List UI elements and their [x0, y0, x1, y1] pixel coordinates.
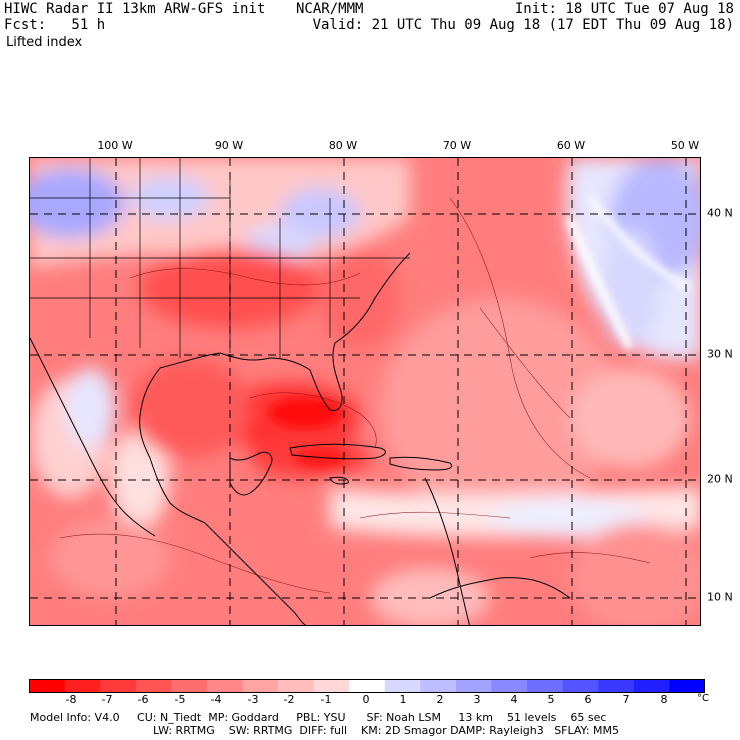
map-title: HIWC Radar II 13km ARW-GFS init: [4, 1, 266, 17]
colorbar-swatch: [64, 679, 101, 693]
lon-label-80w: 80 W: [328, 139, 358, 152]
colorbar-swatch: [633, 679, 670, 693]
field-shading: [30, 158, 700, 625]
colorbar-swatch: [562, 679, 599, 693]
colorbar-label: -3: [247, 693, 259, 706]
colorbar-swatch: [527, 679, 564, 693]
colorbar-label: -7: [101, 693, 113, 706]
forecast-hour: Fcst: 51 h: [4, 17, 106, 33]
colorbar-swatch: [420, 679, 457, 693]
colorbar-label: 7: [622, 693, 630, 706]
valid-time: Valid: 21 UTC Thu 09 Aug 18 (17 EDT Thu …: [312, 17, 734, 33]
lat-label-20n: 20 N: [707, 472, 733, 486]
colorbar-label: 2: [436, 693, 444, 706]
colorbar-label: -5: [174, 693, 186, 706]
lon-label-70w: 70 W: [442, 139, 472, 152]
colorbar-label: 3: [473, 693, 481, 706]
colorbar-swatch: [598, 679, 635, 693]
colorbar-label: 1: [399, 693, 407, 706]
colorbar-label: -8: [65, 693, 77, 706]
field-core: [270, 196, 692, 468]
colorbar-swatch: [384, 679, 421, 693]
colorbar-swatch: [349, 679, 386, 693]
colorbar-swatch: [242, 679, 279, 693]
colorbar-swatch: [100, 679, 137, 693]
colorbar-label: -6: [137, 693, 149, 706]
colorbar-label: -2: [283, 693, 295, 706]
colorbar-swatch: [278, 679, 315, 693]
colorbar-swatch: [313, 679, 350, 693]
init-time: Init: 18 UTC Tue 07 Aug 18: [514, 1, 734, 17]
lat-label-30n: 30 N: [707, 347, 733, 361]
colorbar-border: [29, 679, 705, 693]
lon-label-90w: 90 W: [214, 139, 244, 152]
colorbar-swatch: [206, 679, 243, 693]
lon-label-50w: 50 W: [670, 139, 700, 152]
colorbar-swatch: [171, 679, 208, 693]
variable-name: Lifted index: [6, 35, 83, 50]
model-info-line1: Model Info: V4.0 CU: N_Tiedt MP: Goddard…: [30, 711, 607, 724]
colorbar-swatch: [135, 679, 172, 693]
colorbar-swatch: [455, 679, 493, 693]
lon-label-100w: 100 W: [97, 139, 133, 152]
colorbar-swatch: [29, 679, 66, 693]
colorbar-label: 4: [510, 693, 518, 706]
model-info-line2: LW: RRTMG SW: RRTMG DIFF: full KM: 2D Sm…: [153, 724, 619, 737]
colorbar-label: 0: [362, 693, 370, 706]
colorbar-swatch: [669, 679, 705, 693]
colorbar-unit: °C: [697, 693, 709, 704]
colorbar: [29, 679, 705, 693]
lifted-index-map: [29, 157, 701, 626]
colorbar-label: 8: [660, 693, 668, 706]
colorbar-label: 5: [547, 693, 555, 706]
contours: [59, 197, 651, 594]
coastlines: [30, 252, 571, 625]
colorbar-label: -1: [320, 693, 332, 706]
lat-label-10n: 10 N: [707, 590, 733, 604]
graticule: [30, 158, 700, 625]
lon-label-60w: 60 W: [556, 139, 586, 152]
colorbar-label: -4: [210, 693, 222, 706]
lat-label-40n: 40 N: [707, 206, 733, 220]
colorbar-swatch: [491, 679, 528, 693]
colorbar-label: 6: [584, 693, 592, 706]
organization-label: NCAR/MMM: [296, 1, 364, 17]
